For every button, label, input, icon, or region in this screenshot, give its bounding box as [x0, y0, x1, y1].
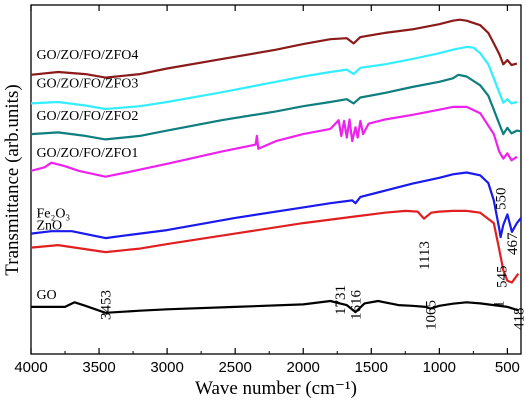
- x-tick-label-5: 1500: [355, 359, 388, 376]
- series-line-2: [30, 171, 522, 240]
- x-tick-label-0: 4000: [14, 359, 47, 376]
- annotation-layer: 3453 1731 1616 1113 1065 545 1 550 467 418: [99, 188, 526, 331]
- series-line-4: [30, 73, 522, 141]
- series-label-0: GO: [36, 288, 56, 303]
- peak-annotation-1: 1731: [333, 285, 349, 315]
- peak-annotation-3: 1113: [417, 241, 433, 270]
- series-line-3: [30, 105, 518, 178]
- series-line-0: [31, 299, 519, 314]
- peak-annotation-5: 545: [494, 266, 510, 289]
- peak-annotation-6: 1: [491, 301, 507, 309]
- peak-annotation-7: 550: [494, 188, 510, 211]
- x-tick-label-7: 500: [495, 359, 520, 376]
- plot-frame: [30, 4, 522, 355]
- x-tick-label-2: 3000: [150, 359, 183, 376]
- x-tick-label-4: 2000: [287, 359, 320, 376]
- series-label-1: ZnO: [36, 219, 62, 234]
- x-axis-title: Wave number (cm⁻¹): [195, 378, 357, 399]
- series-line-6: [30, 18, 518, 79]
- y-axis-title: Transmittance (arb.units): [2, 84, 23, 275]
- series-label-6: GO/ZO/FO/ZFO4: [36, 48, 138, 63]
- series-layer: [30, 18, 522, 314]
- series-line-5: [30, 45, 518, 111]
- x-axis: 4000 3500 3000 2500 2000 1500 1000 500: [14, 5, 520, 376]
- series-label-4: GO/ZO/FO/ZFO2: [36, 109, 138, 124]
- x-tick-label-1: 3500: [82, 359, 115, 376]
- series-label-5: GO/ZO/FO/ZFO3: [36, 76, 138, 91]
- series-label-2: Fe₂O₃: [36, 207, 70, 222]
- peak-annotation-9: 418: [512, 308, 526, 331]
- peak-annotation-4: 1065: [424, 300, 440, 330]
- series-label-3: GO/ZO/FO/ZFO1: [36, 146, 138, 161]
- peak-annotation-0: 3453: [99, 290, 115, 320]
- x-tick-label-6: 1000: [423, 359, 456, 376]
- peak-annotation-8: 467: [505, 232, 521, 255]
- peak-annotation-2: 1616: [349, 290, 365, 321]
- x-tick-label-3: 2500: [218, 359, 251, 376]
- series-line-1: [30, 209, 520, 284]
